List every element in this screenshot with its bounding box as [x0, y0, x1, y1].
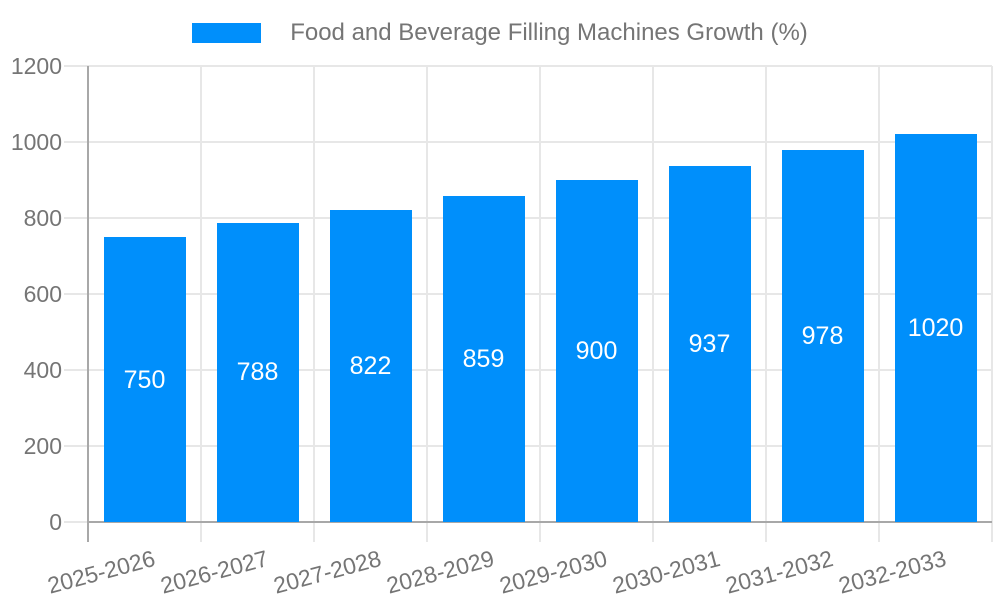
legend: Food and Beverage Filling Machines Growt…	[0, 19, 1000, 47]
bar[interactable]	[894, 134, 977, 522]
x-gridline	[539, 66, 541, 542]
x-gridline	[878, 66, 880, 542]
bar-value-label: 859	[462, 344, 505, 373]
x-gridline	[991, 66, 993, 542]
x-axis-tick-label: 2026-2027	[157, 545, 271, 599]
y-gridline	[64, 141, 992, 143]
bar[interactable]	[781, 150, 864, 522]
bar-value-label: 788	[236, 358, 279, 387]
legend-label: Food and Beverage Filling Machines Growt…	[290, 19, 808, 46]
x-axis-line	[88, 521, 992, 523]
y-axis-tick-label: 200	[23, 433, 62, 459]
y-axis-tick-label: 1000	[10, 129, 62, 155]
y-gridline	[64, 445, 992, 447]
x-gridline	[765, 66, 767, 542]
bar-value-label: 937	[688, 329, 731, 358]
x-axis-tick-label: 2029-2030	[496, 545, 610, 599]
bar[interactable]	[442, 195, 525, 522]
bar-value-label: 750	[123, 365, 166, 394]
bar[interactable]	[668, 165, 751, 522]
bar-value-label: 900	[575, 337, 618, 365]
x-gridline	[200, 66, 202, 542]
x-axis-tick-label: 2031-2032	[722, 545, 836, 599]
y-gridline	[64, 65, 992, 67]
bar[interactable]	[555, 180, 638, 522]
y-gridline	[64, 293, 992, 295]
y-axis-tick-label: 1200	[10, 53, 62, 79]
x-axis-tick-label: 2032-2033	[835, 545, 949, 599]
x-gridline	[313, 66, 315, 542]
y-axis-tick-label: 600	[23, 281, 62, 307]
x-axis-tick-label: 2030-2031	[609, 545, 723, 599]
bar[interactable]	[329, 209, 412, 522]
bar-value-label: 978	[801, 322, 844, 351]
bar[interactable]	[103, 237, 186, 522]
y-gridline	[64, 217, 992, 219]
y-axis-line	[87, 66, 89, 542]
legend-swatch-icon	[192, 23, 262, 43]
y-gridline	[64, 369, 992, 371]
bar[interactable]	[216, 222, 299, 522]
bar-value-label: 822	[349, 351, 392, 380]
y-axis-tick-label: 0	[49, 509, 62, 535]
x-axis-tick-label: 2027-2028	[270, 545, 384, 599]
y-axis-tick-label: 400	[23, 357, 62, 383]
legend-item[interactable]: Food and Beverage Filling Machines Growt…	[192, 19, 808, 47]
x-axis-tick-label: 2025-2026	[44, 545, 158, 599]
x-gridline	[426, 66, 428, 542]
x-axis-tick-label: 2028-2029	[383, 545, 497, 599]
y-axis-tick-label: 800	[23, 205, 62, 231]
bar-value-label: 1020	[907, 314, 964, 343]
x-gridline	[652, 66, 654, 542]
